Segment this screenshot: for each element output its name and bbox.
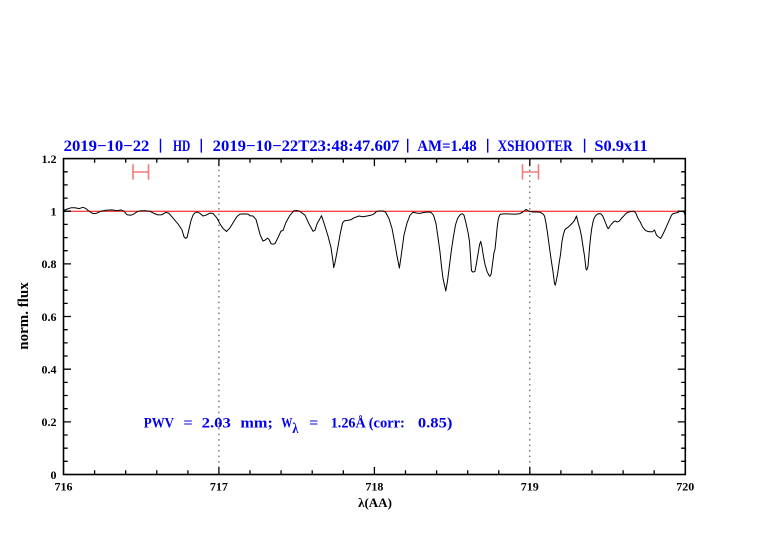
svg-text:0.4: 0.4: [42, 363, 57, 377]
svg-text:=: =: [183, 416, 192, 432]
svg-text:0.6: 0.6: [42, 310, 57, 324]
svg-text:1.2: 1.2: [42, 152, 57, 166]
svg-text:PWV: PWV: [144, 416, 174, 432]
svg-text:λ(AA): λ(AA): [358, 495, 392, 510]
svg-text:2.03: 2.03: [202, 416, 231, 432]
svg-text:XSHOOTER: XSHOOTER: [498, 138, 573, 155]
svg-text:1: 1: [51, 205, 57, 219]
svg-text:0.85): 0.85): [418, 416, 453, 432]
svg-text:717: 717: [210, 480, 228, 494]
svg-text:HD: HD: [173, 138, 190, 155]
svg-text:mm;: mm;: [240, 416, 273, 432]
svg-text:718: 718: [365, 480, 383, 494]
svg-text:W: W: [281, 416, 292, 432]
svg-text:=: =: [309, 416, 318, 432]
svg-text:2019−10−22T23:48:47.607: 2019−10−22T23:48:47.607: [213, 138, 400, 155]
svg-text:S0.9x11: S0.9x11: [594, 138, 647, 155]
svg-text:716: 716: [55, 480, 73, 494]
svg-text:0.2: 0.2: [42, 415, 57, 429]
svg-text:2019−10−22: 2019−10−22: [64, 138, 150, 155]
svg-text:0.8: 0.8: [42, 257, 57, 271]
svg-text:λ: λ: [292, 421, 299, 437]
svg-text:0: 0: [51, 468, 57, 482]
svg-text:1.26Å: 1.26Å: [331, 416, 366, 432]
svg-text:719: 719: [521, 480, 539, 494]
svg-text:(corr:: (corr:: [369, 416, 405, 432]
svg-text:720: 720: [676, 480, 694, 494]
svg-text:norm. flux: norm. flux: [16, 282, 32, 350]
svg-text:AM=1.48: AM=1.48: [417, 138, 476, 155]
